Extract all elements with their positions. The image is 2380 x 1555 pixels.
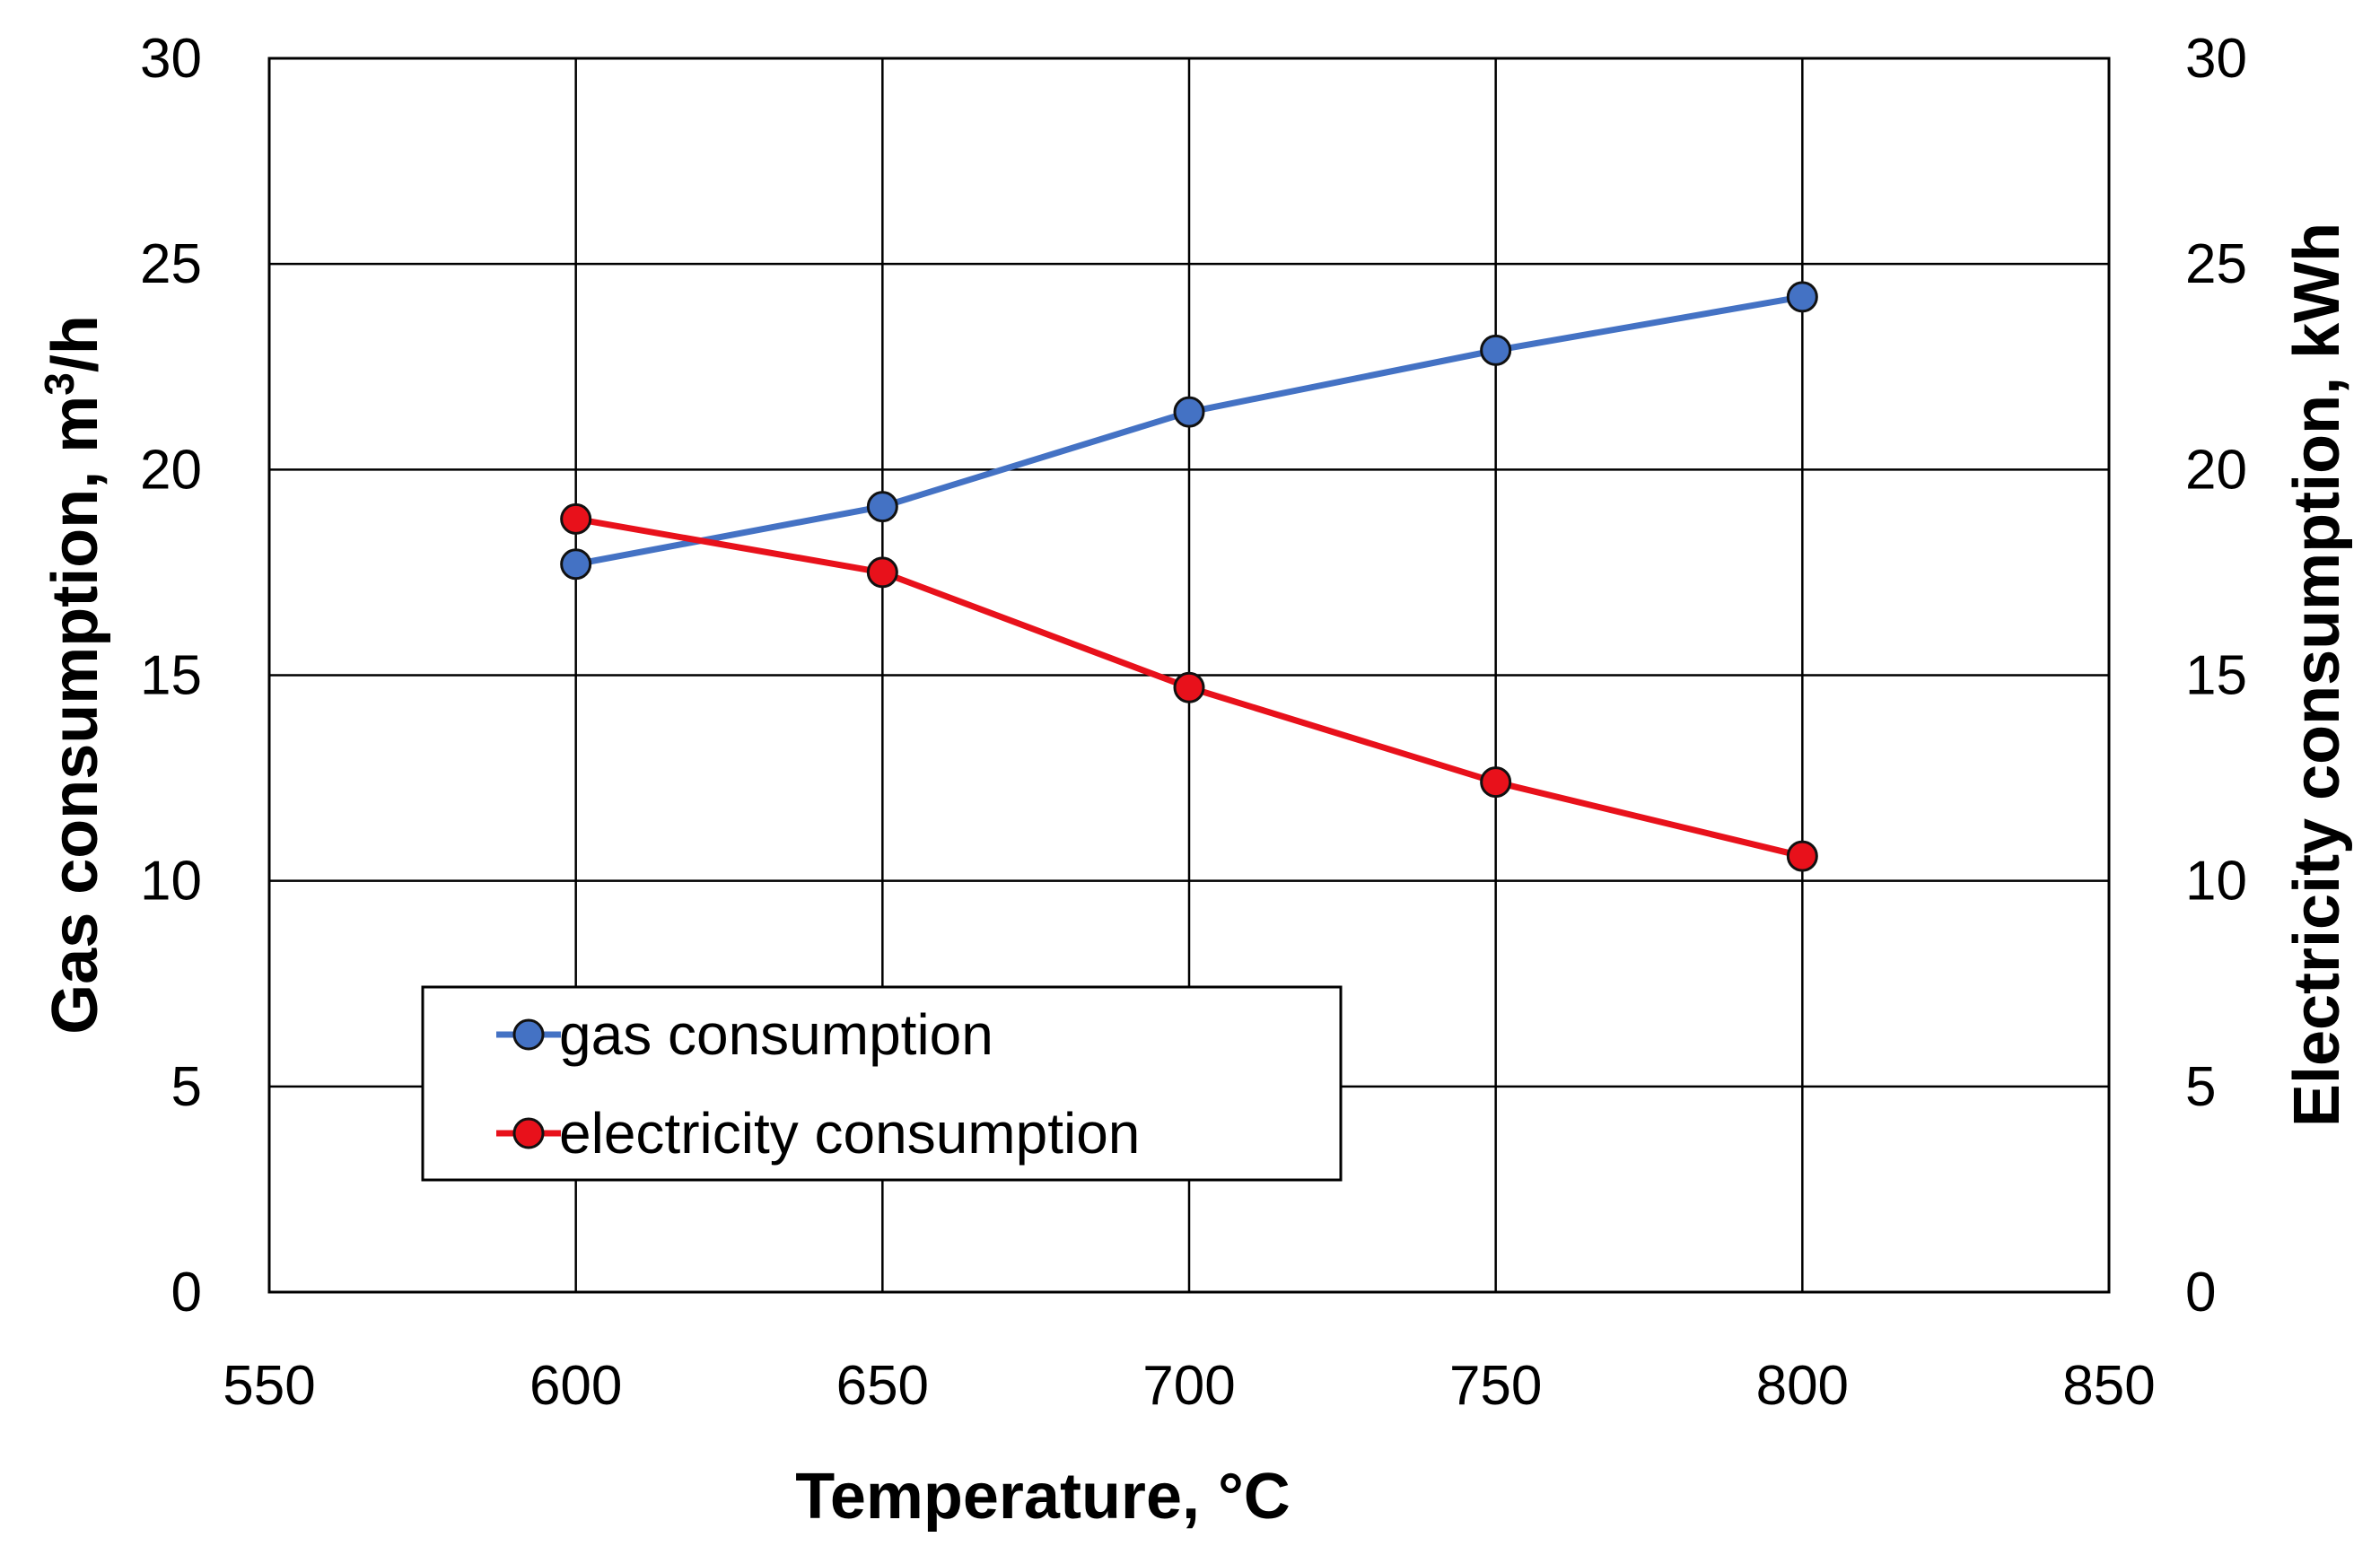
- legend-box: [421, 985, 1343, 1182]
- y-right-tick-label: 30: [2185, 28, 2247, 90]
- y-left-tick-label: 25: [140, 233, 202, 295]
- series-layer: [560, 281, 1818, 872]
- y-left-tick-label: 20: [140, 439, 202, 501]
- tick-label-layer: 550 600 650 700 750 800 850 0 0 5 5 10 10 15 15 20 20 25 2…: [140, 28, 2247, 1417]
- x-tick-label: 750: [1449, 1355, 1542, 1417]
- y-left-tick-label: 5: [171, 1056, 202, 1118]
- x-tick-label: 600: [529, 1355, 622, 1417]
- y-axis-left-title-superscript: 3: [36, 372, 83, 396]
- y-left-tick-label: 15: [140, 645, 202, 707]
- legend-gas-label: gas consumption: [559, 1002, 993, 1067]
- legend: gas consumption electricity consumption: [421, 985, 1343, 1182]
- legend-electricity-label: electricity consumption: [559, 1101, 1140, 1166]
- gas-data-point: [1480, 334, 1512, 366]
- gas-data-point: [1173, 396, 1205, 428]
- y-right-tick-label: 15: [2185, 645, 2247, 707]
- x-tick-label: 650: [836, 1355, 929, 1417]
- electricity-data-point: [1480, 766, 1512, 799]
- plot-area-frame: [267, 57, 2111, 1294]
- y-left-tick-label: 0: [171, 1262, 202, 1323]
- gas-data-point: [560, 548, 592, 581]
- electricity-data-point: [1786, 840, 1818, 872]
- y-axis-right-title: Electricity consumption, kWh: [2281, 223, 2353, 1127]
- electricity-data-point: [560, 502, 592, 535]
- electricity-data-point: [1173, 671, 1205, 703]
- electricity-data-point: [866, 556, 898, 589]
- y-right-tick-label: 10: [2185, 851, 2247, 913]
- y-left-tick-label: 10: [140, 851, 202, 913]
- legend-entry-electricity: electricity consumption: [496, 1101, 1140, 1166]
- y-axis-left-title: Gas consumption, m3/h: [36, 315, 111, 1035]
- y-axis-left-title-suffix: /h: [39, 315, 111, 372]
- legend-entry-gas: gas consumption: [496, 1002, 993, 1067]
- y-right-tick-label: 0: [2185, 1262, 2216, 1323]
- legend-electricity-marker: [512, 1117, 545, 1149]
- x-tick-label: 700: [1142, 1355, 1235, 1417]
- gas-data-point: [1786, 281, 1818, 313]
- y-right-tick-label: 20: [2185, 439, 2247, 501]
- gas-data-point: [866, 491, 898, 523]
- legend-gas-marker: [512, 1018, 545, 1051]
- x-tick-label: 850: [2062, 1355, 2155, 1417]
- x-tick-label: 800: [1756, 1355, 1849, 1417]
- x-axis-title: Temperature, °C: [795, 1461, 1291, 1533]
- y-axis-left-title-prefix: Gas consumption, m: [39, 396, 111, 1035]
- y-left-tick-label: 30: [140, 28, 202, 90]
- y-right-tick-label: 5: [2185, 1056, 2216, 1118]
- y-right-tick-label: 25: [2185, 233, 2247, 295]
- x-tick-label: 550: [223, 1355, 315, 1417]
